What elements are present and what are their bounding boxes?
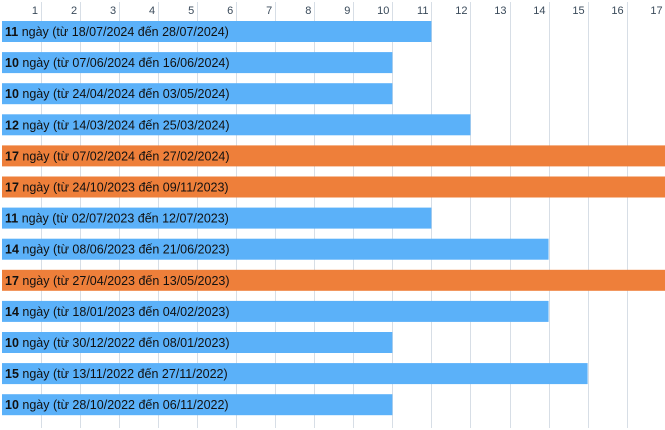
bar-range-text: ngày (từ 14/03/2024 đến 25/03/2024) xyxy=(19,118,230,132)
x-tick-label: 15 xyxy=(572,5,584,17)
bar-row: 17 ngày (từ 24/10/2023 đến 09/11/2023) xyxy=(2,176,665,198)
x-tick-label: 9 xyxy=(344,5,350,17)
bar-label: 17 ngày (từ 24/10/2023 đến 09/11/2023) xyxy=(5,181,229,195)
bar xyxy=(2,176,665,198)
bar-value: 12 xyxy=(5,118,19,132)
bar-label: 11 ngày (từ 02/07/2023 đến 12/07/2023) xyxy=(5,212,229,226)
bar-value: 10 xyxy=(5,398,19,412)
bar-row: 17 ngày (từ 27/04/2023 đến 13/05/2023) xyxy=(2,269,665,291)
bar-label: 10 ngày (từ 24/04/2024 đến 03/05/2024) xyxy=(5,87,230,101)
x-tick-label: 6 xyxy=(227,5,233,17)
bar-value: 17 xyxy=(5,274,19,288)
bar xyxy=(2,394,393,416)
bar-value: 10 xyxy=(5,56,19,70)
bar-label: 10 ngày (từ 07/06/2024 đến 16/06/2024) xyxy=(5,56,230,70)
x-tick-label: 11 xyxy=(417,5,428,17)
bar-label: 15 ngày (từ 13/11/2022 đến 27/11/2022) xyxy=(5,367,228,381)
bar-row: 14 ngày (từ 08/06/2023 đến 21/06/2023) xyxy=(2,238,549,260)
bar-range-text: ngày (từ 07/02/2024 đến 27/02/2024) xyxy=(19,149,230,163)
x-tick-label: 17 xyxy=(650,5,662,17)
bar-range-text: ngày (từ 18/07/2024 đến 28/07/2024) xyxy=(18,25,229,39)
bar-range-text: ngày (từ 24/10/2023 đến 09/11/2023) xyxy=(19,181,229,195)
x-tick-label: 1 xyxy=(32,5,38,17)
x-tick-label: 16 xyxy=(611,5,623,17)
bar-value: 14 xyxy=(5,305,19,319)
bar-range-text: ngày (từ 13/11/2022 đến 27/11/2022) xyxy=(19,367,228,381)
bar xyxy=(2,83,393,105)
bar-label: 10 ngày (từ 30/12/2022 đến 08/01/2023) xyxy=(5,336,230,350)
x-tick-label: 13 xyxy=(494,5,506,17)
bar-label: 17 ngày (từ 27/04/2023 đến 13/05/2023) xyxy=(5,274,230,288)
bar-label: 10 ngày (từ 28/10/2022 đến 06/11/2022) xyxy=(5,398,229,412)
bar-value: 17 xyxy=(5,181,19,195)
bar xyxy=(2,269,665,291)
bar-label: 17 ngày (từ 07/02/2024 đến 27/02/2024) xyxy=(5,149,230,163)
bar-value: 15 xyxy=(5,367,19,381)
bar xyxy=(2,52,393,74)
bar xyxy=(2,207,432,229)
bar-row: 15 ngày (từ 13/11/2022 đến 27/11/2022) xyxy=(2,363,588,385)
bar-label: 14 ngày (từ 08/06/2023 đến 21/06/2023) xyxy=(5,243,230,257)
bar-row: 11 ngày (từ 18/07/2024 đến 28/07/2024) xyxy=(2,21,432,42)
x-tick-label: 3 xyxy=(110,5,116,17)
bar-value: 10 xyxy=(5,336,19,350)
bar-label: 11 ngày (từ 18/07/2024 đến 28/07/2024) xyxy=(5,25,229,39)
bar-range-text: ngày (từ 08/06/2023 đến 21/06/2023) xyxy=(19,243,230,257)
bar xyxy=(2,238,549,260)
x-tick-label: 14 xyxy=(533,5,545,17)
bar-range-text: ngày (từ 24/04/2024 đến 03/05/2024) xyxy=(19,87,230,101)
bar-value: 10 xyxy=(5,87,19,101)
bar-row: 17 ngày (từ 07/02/2024 đến 27/02/2024) xyxy=(2,145,665,167)
bar xyxy=(2,363,588,385)
bars: 11 ngày (từ 18/07/2024 đến 28/07/2024) 10… xyxy=(2,21,665,416)
bar xyxy=(2,114,471,136)
bar xyxy=(2,300,549,322)
x-tick-label: 10 xyxy=(377,5,389,17)
bar-row: 10 ngày (từ 30/12/2022 đến 08/01/2023) xyxy=(2,332,393,353)
x-tick-label: 5 xyxy=(188,5,194,17)
bar-value: 17 xyxy=(5,149,19,163)
x-tick-label: 12 xyxy=(455,5,467,17)
bar-range-text: ngày (từ 27/04/2023 đến 13/05/2023) xyxy=(19,274,230,288)
bar-range-text: ngày (từ 07/06/2024 đến 16/06/2024) xyxy=(19,56,230,70)
bar-row: 10 ngày (từ 07/06/2024 đến 16/06/2024) xyxy=(2,52,393,74)
bar-value: 14 xyxy=(5,243,19,257)
bar-row: 11 ngày (từ 02/07/2023 đến 12/07/2023) xyxy=(2,207,432,229)
bar-range-text: ngày (từ 28/10/2022 đến 06/11/2022) xyxy=(19,398,229,412)
bar-row: 10 ngày (từ 24/04/2024 đến 03/05/2024) xyxy=(2,83,393,105)
bar xyxy=(2,21,432,42)
x-tick-label: 2 xyxy=(71,5,77,17)
bar-range-text: ngày (từ 18/01/2023 đến 04/02/2023) xyxy=(19,305,230,319)
x-tick-label: 7 xyxy=(266,5,272,17)
bar-value: 11 xyxy=(5,25,18,39)
x-axis-ticks: 1 2 3 4 5 6 7 8 9 10 11 12 13 14 15 16 17 xyxy=(32,5,663,17)
x-tick-label: 8 xyxy=(305,5,311,17)
bar-label: 14 ngày (từ 18/01/2023 đến 04/02/2023) xyxy=(5,305,230,319)
x-tick-label: 4 xyxy=(149,5,155,17)
bar xyxy=(2,332,393,353)
bar-label: 12 ngày (từ 14/03/2024 đến 25/03/2024) xyxy=(5,118,230,132)
bar-range-text: ngày (từ 30/12/2022 đến 08/01/2023) xyxy=(19,336,230,350)
bar-range-text: ngày (từ 02/07/2023 đến 12/07/2023) xyxy=(18,212,229,226)
bar-row: 12 ngày (từ 14/03/2024 đến 25/03/2024) xyxy=(2,114,471,136)
bar xyxy=(2,145,665,167)
bar-value: 11 xyxy=(5,212,18,226)
bar-row: 10 ngày (từ 28/10/2022 đến 06/11/2022) xyxy=(2,394,393,416)
bar-row: 14 ngày (từ 18/01/2023 đến 04/02/2023) xyxy=(2,300,549,322)
